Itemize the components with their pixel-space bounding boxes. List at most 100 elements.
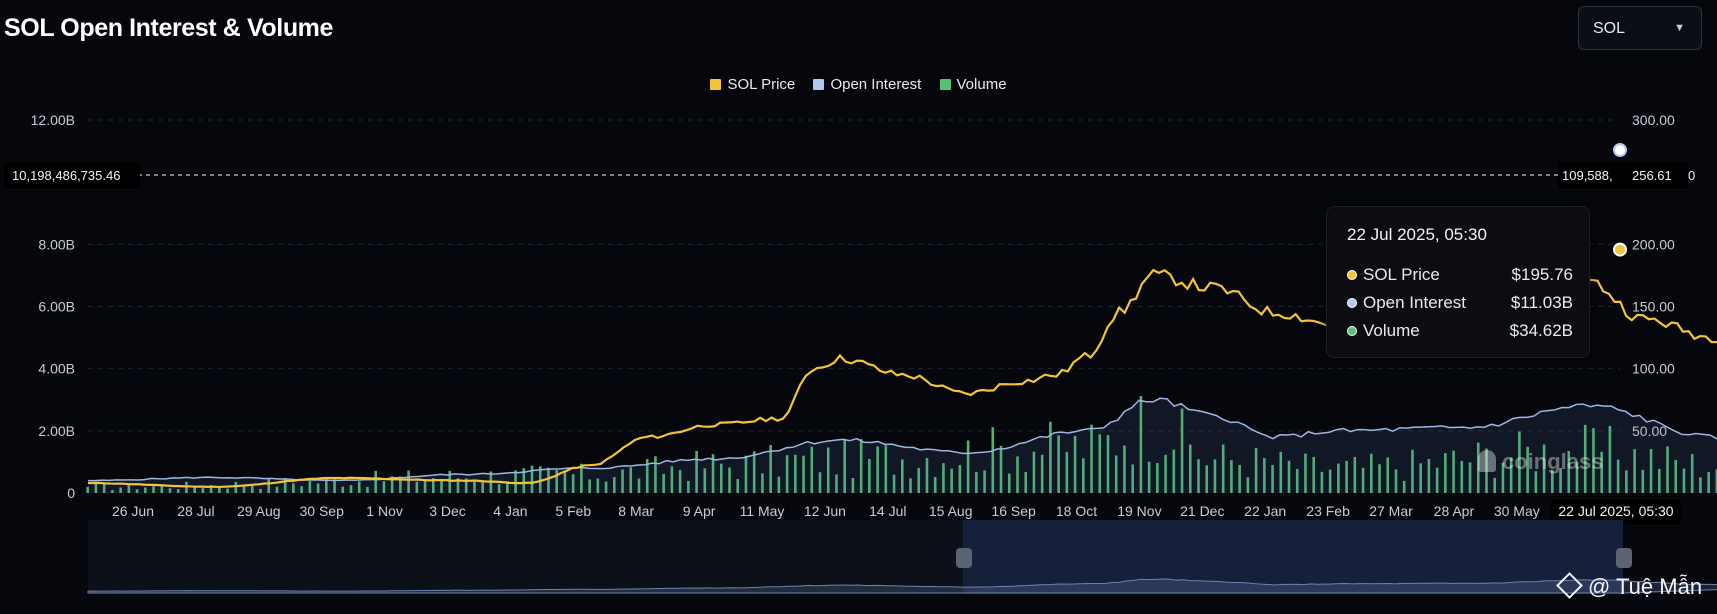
volume-bar xyxy=(514,470,517,493)
volume-bar xyxy=(687,480,690,493)
open-interest-line xyxy=(87,397,1717,482)
volume-bar xyxy=(1649,449,1653,493)
volume-bar xyxy=(678,470,682,493)
volume-bar xyxy=(242,486,246,493)
volume-bar xyxy=(966,440,970,493)
tooltip-row-price: SOL Price $195.76 xyxy=(1347,265,1573,285)
volume-bar xyxy=(1518,431,1521,493)
volume-bar xyxy=(415,481,419,493)
volume-bar xyxy=(193,486,196,493)
volume-bar xyxy=(950,468,953,493)
left-axis-tick-label: 6.00B xyxy=(38,299,75,315)
right-axis-tick-label: 50.00 xyxy=(1632,423,1667,439)
volume-bar xyxy=(111,489,114,493)
volume-bar xyxy=(1468,462,1472,493)
crosshair-right-value-oi: 109,588, xyxy=(1562,168,1613,183)
volume-bar xyxy=(1312,456,1315,493)
volume-bar xyxy=(325,478,328,493)
volume-bar xyxy=(1386,457,1390,493)
volume-bar xyxy=(1707,471,1710,493)
legend-item-price[interactable]: SOL Price xyxy=(710,76,795,93)
volume-bar xyxy=(538,466,542,493)
volume-bar xyxy=(1024,471,1028,493)
volume-bar xyxy=(481,482,484,493)
volume-bar xyxy=(1049,421,1052,493)
volume-bar xyxy=(670,466,674,493)
volume-bar xyxy=(160,485,164,493)
volume-bar xyxy=(1435,467,1439,493)
legend-item-open-interest[interactable]: Open Interest xyxy=(813,76,921,93)
legend-label-price: SOL Price xyxy=(727,76,796,93)
left-axis-tick-label: 4.00B xyxy=(38,361,75,377)
volume-bar xyxy=(999,445,1003,493)
volume-bar xyxy=(1098,434,1102,493)
tooltip-value-volume: $34.62B xyxy=(1509,321,1573,340)
legend-label-volume: Volume xyxy=(956,76,1007,93)
volume-bar xyxy=(859,439,863,493)
x-axis-tick-label: 30 Sep xyxy=(300,503,345,519)
volume-bar xyxy=(571,474,575,493)
x-axis-tick-label: 29 Aug xyxy=(237,503,281,519)
volume-bar xyxy=(407,470,410,493)
volume-bar xyxy=(1542,444,1546,493)
volume-bar xyxy=(604,481,608,493)
volume-bar xyxy=(423,479,427,493)
volume-bar xyxy=(1320,471,1324,493)
volume-bar xyxy=(942,463,945,493)
volume-bar xyxy=(1501,462,1505,493)
volume-bar xyxy=(506,481,509,493)
volume-bar xyxy=(1238,464,1241,493)
volume-bar xyxy=(1345,460,1348,493)
open-interest-end-marker xyxy=(1613,143,1627,157)
volume-bar xyxy=(1551,469,1554,493)
coin-selector-dropdown[interactable]: SOL ▼ xyxy=(1578,6,1702,50)
volume-bar xyxy=(925,458,929,493)
volume-bar xyxy=(1369,453,1373,493)
coinglass-watermark: coinglass xyxy=(1478,449,1603,475)
volume-bar xyxy=(1007,473,1011,493)
volume-bar xyxy=(399,476,402,493)
volume-bar xyxy=(135,489,139,493)
volume-bar xyxy=(1106,435,1110,493)
volume-bar xyxy=(1394,469,1398,493)
volume-bar xyxy=(761,473,764,493)
volume-bar xyxy=(308,480,312,493)
diamond-logo-icon xyxy=(1556,572,1583,599)
tooltip-dot-price xyxy=(1347,270,1357,280)
volume-bar xyxy=(580,463,583,493)
volume-bar xyxy=(769,445,772,493)
volume-bar xyxy=(785,455,789,493)
x-axis-tick-label: 18 Oct xyxy=(1056,503,1097,519)
volume-bar xyxy=(637,478,641,493)
volume-bar xyxy=(991,427,995,493)
tooltip-label-open-interest: Open Interest xyxy=(1363,293,1467,312)
volume-bar xyxy=(366,486,369,493)
volume-bar xyxy=(275,486,279,493)
legend-swatch-open-interest xyxy=(813,79,825,90)
volume-bar xyxy=(333,479,336,493)
open-interest-area xyxy=(88,398,1717,493)
x-axis-tick-label: 16 Sep xyxy=(991,503,1036,519)
volume-bar xyxy=(1205,465,1209,493)
volume-bar xyxy=(226,488,229,493)
legend-item-volume[interactable]: Volume xyxy=(939,76,1007,93)
volume-bar xyxy=(563,472,567,493)
volume-bar xyxy=(826,447,830,493)
volume-bar xyxy=(703,468,707,493)
volume-bar xyxy=(596,478,600,493)
volume-bar xyxy=(662,473,665,493)
navigator-area xyxy=(87,578,1717,594)
volume-bar xyxy=(1065,452,1069,493)
volume-bar xyxy=(1114,455,1118,493)
x-axis-tick-label: 22 Jan xyxy=(1244,503,1286,519)
x-axis-tick-label: 15 Aug xyxy=(929,503,973,519)
volume-bar xyxy=(843,438,846,493)
volume-bar xyxy=(958,465,962,493)
volume-bar xyxy=(1575,461,1579,493)
crosshair-right-value-price: 256.61 xyxy=(1632,168,1672,183)
author-credit-text: @ Tuệ Mẫn xyxy=(1588,574,1703,599)
volume-bar xyxy=(1674,459,1678,493)
volume-bar xyxy=(933,477,937,493)
volume-bar xyxy=(530,465,534,493)
volume-bar xyxy=(1485,448,1488,493)
